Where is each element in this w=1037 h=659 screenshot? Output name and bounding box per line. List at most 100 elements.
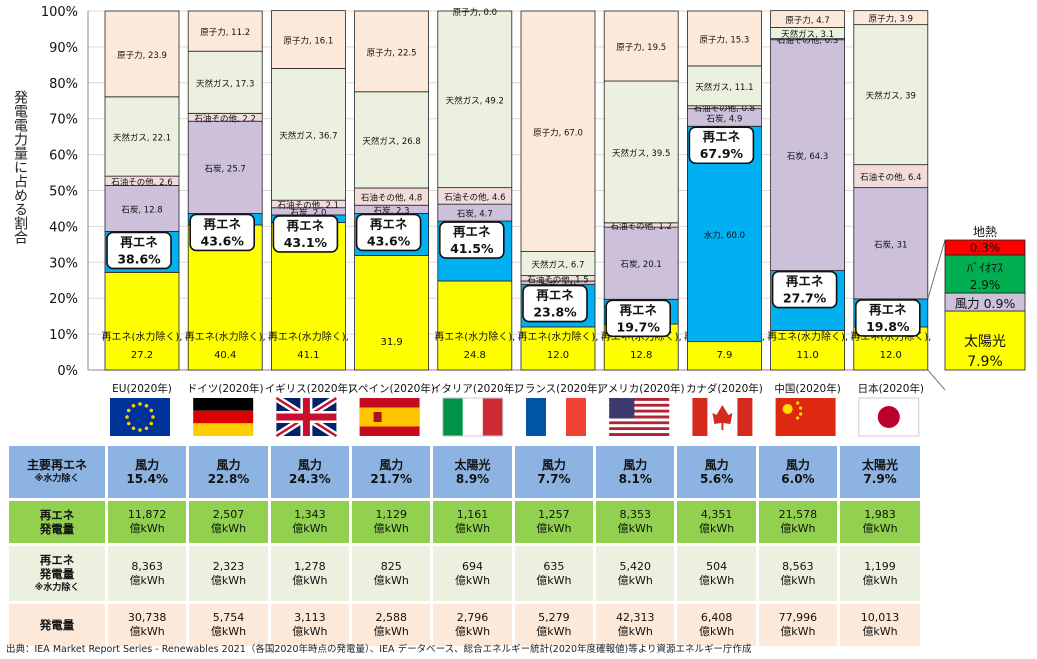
table-cell: 6,408 億kWh	[674, 602, 758, 649]
callout-prefix: 再エネ	[786, 274, 824, 289]
segment-label: 天然ガス, 22.1	[113, 132, 171, 143]
canada-flag-icon	[692, 398, 753, 436]
spain-flag-icon	[359, 398, 420, 436]
china-flag-icon	[775, 398, 836, 436]
eu-flag-icon	[110, 398, 170, 436]
italy-flag-icon	[442, 397, 504, 437]
category-label: イギリス(2020年)	[265, 382, 352, 395]
table-cell: 635 億kWh	[511, 544, 595, 604]
segment-label: 7.9	[716, 350, 732, 361]
table-row: 再エネ 発電量 ※水力除く 8,363 億kWh 2,323 億kWh 1,278 億kWh 82…	[6, 544, 920, 604]
table-cell: 1,257 億kWh	[511, 499, 595, 546]
japan-breakdown-segment	[944, 239, 1026, 256]
callout-prefix: 再エネ	[869, 302, 907, 317]
y-tick-label: 100%	[41, 5, 78, 20]
renewable-callout-box	[522, 284, 588, 323]
table-cell: 1,161 億kWh	[430, 499, 514, 546]
renewable-callout-value: 38.6%	[117, 251, 161, 266]
y-tick-label: 10%	[49, 328, 78, 343]
segment-label: 天然ガス, 39	[866, 91, 916, 102]
bar-segment	[437, 280, 513, 371]
table-row: 主要再エネ ※水力除く 風力 15.4% 風力 22.8% 風力 24.3% 風力 21.7% 太陽…	[6, 446, 920, 501]
segment-label: 原子力, 15.3	[699, 34, 749, 45]
segment-label: 原子力, 67.0	[533, 127, 583, 138]
segment-label: 12.0	[880, 350, 902, 361]
bar-segment	[270, 68, 346, 201]
japan-breakdown-value: 7.9%	[967, 354, 1003, 370]
callout-prefix: 再エネ	[619, 302, 657, 317]
bar-segment	[603, 80, 679, 224]
segment-label: 天然ガス, 6.7	[532, 260, 585, 271]
segment-label: 石油その他, 1.2	[610, 221, 671, 232]
renewable-callout-box	[605, 299, 672, 338]
category-label: アメリカ(2020年)	[598, 382, 685, 395]
y-tick-label: 50%	[49, 185, 78, 200]
bar-segment	[687, 65, 762, 107]
callout-prefix: 再エネ	[370, 216, 408, 231]
segment-label: 40.4	[214, 350, 236, 361]
y-axis-label: 発電電力量に占める割合	[12, 90, 28, 244]
renewable-callout-box	[854, 299, 921, 337]
segment-label: 原子力, 4.7	[785, 15, 829, 26]
table-cell: 1,983 億kWh	[837, 499, 920, 546]
bar-segment	[354, 91, 430, 189]
bar-segment	[520, 10, 596, 252]
table-cell: 2,323 億kWh	[186, 544, 270, 604]
renewable-callout-value: 27.7%	[783, 291, 827, 306]
table-row: 発電量 30,738 億kWh 5,754 億kWh 3,113 億kWh 2,588 億kWh…	[6, 602, 920, 649]
renewable-callout-value: 19.7%	[617, 319, 661, 334]
segment-label: 再エネ(水力除く),	[518, 330, 599, 343]
segment-label: 石油その他, 2.6	[111, 177, 172, 188]
japan-breakdown-label: 地熱	[973, 225, 997, 239]
segment-label: 石油その他, 1.5	[527, 274, 588, 285]
table-cell: 風力 22.8%	[186, 446, 270, 501]
table-cell: 3,113 億kWh	[267, 602, 351, 649]
table-cell: 風力 8.1%	[593, 446, 676, 501]
segment-label: 再エネ(水力除く),	[102, 330, 183, 343]
japan-breakdown-label: ﾊﾞｲｵﾏｽ	[967, 261, 1003, 275]
renewable-callout-box	[189, 213, 255, 252]
bar-segment	[437, 10, 513, 189]
bar-segment	[520, 251, 596, 276]
callout-prefix: 再エネ	[287, 218, 325, 233]
segment-label: 石油その他, 0.8	[694, 103, 755, 114]
table-cell: 風力 6.0%	[755, 446, 839, 501]
bar-segment	[687, 10, 762, 67]
segment-label: 原子力, 22.5	[367, 47, 417, 58]
segment-label: 12.0	[547, 350, 569, 361]
segment-label: 石炭, 4.7	[457, 210, 493, 220]
category-label: EU(2020年)	[112, 382, 172, 395]
usa-flag-icon	[609, 398, 670, 436]
y-tick-label: 70%	[49, 113, 78, 128]
bar-segment	[603, 226, 679, 300]
table-cell: 5,420 億kWh	[593, 544, 676, 604]
segment-label: 石炭, 4.9	[706, 114, 742, 124]
segment-label: 石油その他, 4.6	[444, 192, 505, 203]
segment-label: 再エネ(水力除く),	[434, 330, 515, 343]
connector-line	[927, 239, 946, 300]
table-cell: 風力 24.3%	[267, 446, 351, 501]
segment-label: 原子力, 0.0	[453, 7, 497, 18]
table-cell: 8,563 億kWh	[755, 544, 839, 604]
segment-label: 再エネ(水力除く),	[185, 330, 266, 343]
segment-label: 天然ガス, 49.2	[446, 95, 504, 106]
segment-label: 石炭, 2.0	[290, 208, 326, 218]
segment-label: 天然ガス, 39.5	[612, 148, 670, 159]
renewable-callout-value: 67.9%	[700, 146, 744, 161]
table-cell: 風力 7.7%	[511, 446, 595, 501]
callout-prefix: 再エネ	[203, 216, 241, 231]
callout-prefix: 再エネ	[453, 224, 491, 239]
table-cell: 風力 21.7%	[349, 446, 432, 501]
segment-label: 石炭, 2.3	[374, 206, 410, 216]
bar-segment	[354, 255, 430, 371]
segment-label: 再エネ(水力除く),	[767, 330, 848, 343]
segment-label: 再エネ(水力除く),	[268, 330, 349, 343]
callout-prefix: 再エネ	[120, 234, 158, 249]
y-tick-label: 20%	[49, 292, 78, 307]
callout-prefix: 再エネ	[536, 288, 574, 303]
bar-segment	[853, 24, 929, 166]
segment-label: 石炭, 64.3	[787, 152, 828, 162]
bar-segment	[853, 187, 929, 300]
japan-breakdown-value: 2.9%	[970, 278, 1001, 292]
table-cell: 77,996 億kWh	[755, 602, 839, 649]
